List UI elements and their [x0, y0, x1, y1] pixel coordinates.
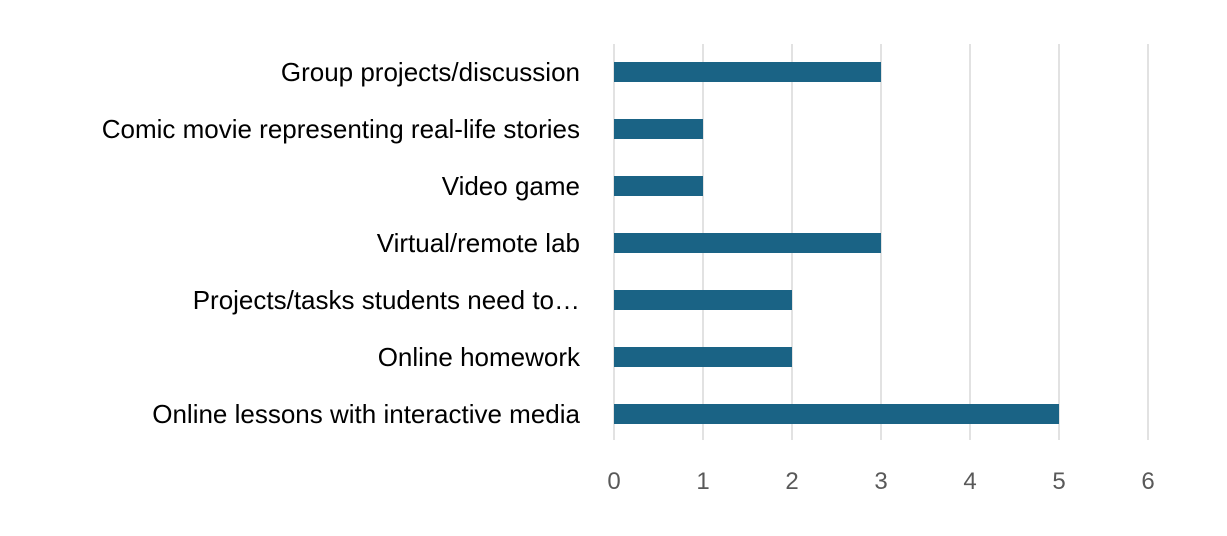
bar-7 [614, 404, 1059, 424]
x-tick-label-1: 1 [696, 468, 709, 495]
bar-1 [614, 62, 881, 82]
bar-4 [614, 233, 881, 253]
x-tick-label-6: 6 [1141, 468, 1154, 495]
x-tick-label-4: 4 [963, 468, 976, 495]
category-label-7: Online lessons with interactive media [152, 399, 580, 429]
bar-6 [614, 347, 792, 367]
x-tick-label-3: 3 [874, 468, 887, 495]
bar-2 [614, 119, 703, 139]
bar-5 [614, 290, 792, 310]
x-tick-label-2: 2 [785, 468, 798, 495]
category-label-1: Group projects/discussion [281, 57, 580, 87]
category-label-3: Video game [442, 171, 580, 201]
category-labels: Group projects/discussion Comic movie rep… [102, 57, 581, 429]
bars [614, 62, 1059, 424]
bar-3 [614, 176, 703, 196]
category-label-2: Comic movie representing real-life stori… [102, 114, 580, 144]
category-label-6: Online homework [378, 342, 581, 372]
category-label-4: Virtual/remote lab [377, 228, 580, 258]
x-tick-label-5: 5 [1052, 468, 1065, 495]
x-tick-labels: 0 1 2 3 4 5 6 [607, 468, 1154, 495]
category-label-5: Projects/tasks students need to… [193, 285, 580, 315]
x-tick-label-0: 0 [607, 468, 620, 495]
